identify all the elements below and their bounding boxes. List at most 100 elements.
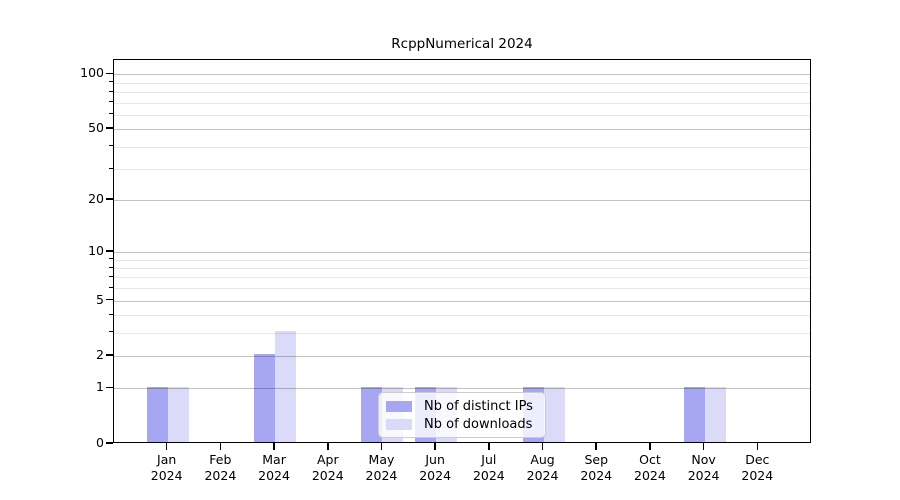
x-tick-label-year: 2024 (365, 468, 398, 483)
y-tick-label: 10 (88, 243, 104, 258)
x-tick-label-month: Oct (639, 452, 661, 467)
x-tick-label-year: 2024 (741, 468, 774, 483)
legend: Nb of distinct IPs Nb of downloads (378, 392, 546, 438)
bar-distinct-ips (146, 386, 168, 442)
bar-distinct-ips (254, 354, 276, 442)
bar-distinct-ips (361, 386, 383, 442)
bar-downloads (543, 386, 565, 442)
y-minor-tick-mark (109, 275, 113, 277)
gridline-major (114, 200, 810, 202)
x-tick-label-year: 2024 (634, 468, 666, 483)
y-tick-label: 100 (80, 65, 104, 81)
x-tick-label: Jul 2024 (457, 452, 521, 484)
x-tick-mark (434, 443, 436, 450)
x-tick-mark (595, 443, 597, 450)
x-tick-label: Nov 2024 (672, 452, 736, 484)
y-tick-mark (106, 72, 113, 75)
gridline-major (114, 388, 810, 390)
x-tick-mark (327, 443, 329, 450)
y-minor-tick-mark (109, 81, 113, 83)
legend-swatch-distinct-ips (386, 400, 412, 412)
legend-item-downloads: Nb of downloads (386, 417, 538, 432)
y-minor-tick-mark (109, 145, 113, 147)
x-tick-mark (756, 443, 759, 450)
y-tick-mark (106, 298, 113, 301)
x-tick-label: May 2024 (349, 452, 413, 484)
gridline-major (114, 129, 810, 131)
x-tick-label: Sep 2024 (564, 452, 628, 484)
y-minor-tick-mark (109, 167, 113, 169)
y-minor-tick-mark (109, 113, 113, 115)
gridline-minor (114, 332, 810, 334)
x-tick-label-year: 2024 (526, 468, 559, 483)
legend-swatch-downloads (386, 418, 412, 430)
x-tick-label-month: May (368, 452, 395, 467)
y-minor-tick-mark (109, 313, 113, 315)
y-tick-mark (106, 198, 113, 200)
gridline-minor (114, 315, 810, 317)
y-tick-label: 50 (88, 120, 104, 136)
y-minor-tick-mark (109, 101, 113, 103)
x-tick-label-year: 2024 (419, 468, 452, 483)
chart-title: RcppNumerical 2024 (391, 36, 533, 52)
x-tick-mark (541, 443, 544, 450)
x-tick-label-month: Jun (425, 452, 445, 467)
y-tick-mark (106, 354, 113, 356)
x-tick-mark (273, 443, 275, 450)
x-tick-label-year: 2024 (150, 468, 183, 483)
x-tick-label-year: 2024 (258, 468, 290, 483)
x-tick-label: Apr 2024 (296, 452, 360, 484)
y-tick-label: 0 (96, 435, 104, 450)
bar-downloads (167, 386, 189, 442)
x-tick-label-year: 2024 (472, 468, 505, 483)
gridline-minor (114, 102, 810, 104)
gridline-minor (114, 92, 810, 94)
gridline-major (114, 300, 810, 302)
y-minor-tick-mark (109, 331, 113, 333)
gridline-minor (114, 114, 810, 116)
y-minor-tick-mark (109, 90, 113, 92)
x-tick-mark (649, 443, 651, 450)
legend-label-distinct-ips: Nb of distinct IPs (424, 398, 533, 414)
gridline-minor (114, 169, 810, 171)
gridline-minor (114, 82, 810, 84)
x-tick-label-month: Jul (481, 452, 497, 467)
gridline-minor (114, 146, 810, 148)
x-tick-label: Aug 2024 (511, 452, 575, 484)
y-tick-label: 20 (88, 191, 104, 207)
y-tick-mark (106, 250, 113, 252)
bar-downloads (275, 331, 297, 442)
x-tick-label-month: Mar (262, 452, 286, 467)
legend-label-downloads: Nb of downloads (424, 416, 533, 432)
x-tick-label-year: 2024 (204, 468, 237, 483)
y-tick-mark (106, 127, 113, 129)
x-tick-mark (488, 443, 490, 450)
legend-item-distinct-ips: Nb of distinct IPs (386, 399, 538, 414)
x-tick-mark (165, 443, 168, 450)
gridline-major (114, 252, 810, 253)
x-tick-mark (219, 443, 222, 450)
x-tick-label-month: Apr (316, 452, 339, 467)
y-tick-label: 5 (96, 291, 104, 307)
y-minor-tick-mark (109, 266, 113, 268)
y-tick-mark (106, 442, 113, 444)
x-tick-label: Dec 2024 (725, 452, 789, 484)
x-tick-label-month: Jan (157, 452, 177, 467)
x-tick-mark (380, 443, 383, 450)
x-tick-label-year: 2024 (687, 468, 720, 483)
x-tick-label: Jun 2024 (403, 452, 467, 484)
gridline-major (114, 356, 810, 358)
gridline-major (114, 74, 810, 76)
gridline-minor (114, 288, 810, 290)
plot-area: Nb of distinct IPs Nb of downloads (113, 59, 811, 443)
gridline-minor (114, 268, 810, 270)
x-tick-label: Feb 2024 (188, 452, 252, 484)
x-tick-label-month: Dec (745, 452, 770, 467)
gridline-minor (114, 277, 810, 279)
x-tick-label-month: Aug (530, 452, 555, 467)
x-tick-label-year: 2024 (580, 468, 613, 483)
x-tick-label-month: Feb (209, 452, 232, 467)
x-tick-label-month: Nov (691, 452, 716, 467)
x-tick-mark (702, 443, 705, 450)
